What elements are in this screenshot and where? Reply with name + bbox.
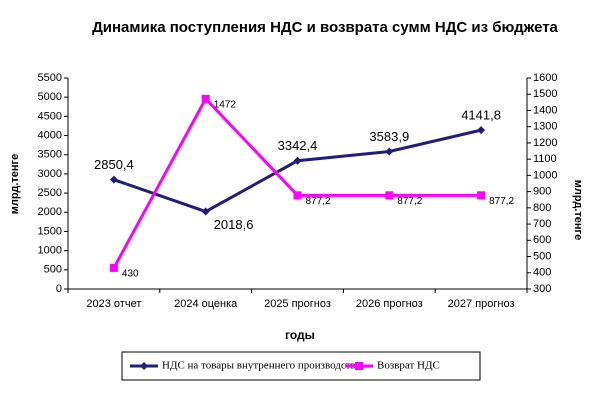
y-tick-label: 3500 bbox=[38, 149, 62, 161]
y2-tick-label: 900 bbox=[533, 186, 551, 198]
y2-tick-label: 1000 bbox=[533, 169, 557, 181]
y2-tick-label: 1100 bbox=[533, 153, 557, 165]
marker bbox=[201, 207, 210, 216]
y2-axis-title: млрд.тенге bbox=[572, 180, 584, 240]
legend-box bbox=[121, 351, 481, 381]
y2-tick-label: 1500 bbox=[533, 88, 557, 100]
data-label: 1472 bbox=[214, 99, 237, 110]
x-tick-label: 2027 прогноз bbox=[448, 298, 515, 310]
x-tick-label: 2026 прогноз bbox=[356, 298, 423, 310]
y-tick-label: 2500 bbox=[38, 187, 62, 199]
marker bbox=[385, 191, 394, 200]
data-label: 2850,4 bbox=[94, 157, 134, 172]
data-label: 877,2 bbox=[306, 196, 331, 207]
marker bbox=[477, 126, 486, 135]
marker bbox=[201, 94, 210, 103]
y-tick-label: 5500 bbox=[38, 72, 62, 84]
chart-title: Динамика поступления НДС и возврата сумм… bbox=[92, 19, 558, 36]
marker bbox=[109, 263, 118, 272]
y2-tick-label: 1600 bbox=[533, 72, 557, 84]
y-tick-label: 3000 bbox=[38, 168, 62, 180]
legend-label: НДС на товары внутреннего производства bbox=[162, 360, 361, 372]
marker bbox=[293, 156, 302, 165]
y2-tick-label: 1200 bbox=[533, 137, 557, 149]
y2-tick-label: 1300 bbox=[533, 121, 557, 133]
y2-tick-label: 500 bbox=[533, 250, 551, 262]
series-line bbox=[112, 96, 482, 269]
y-tick-label: 0 bbox=[56, 283, 62, 295]
marker bbox=[355, 362, 363, 370]
x-tick-label: 2025 прогноз bbox=[264, 298, 331, 310]
y2-tick-label: 1400 bbox=[533, 104, 557, 116]
data-label: 877,2 bbox=[397, 196, 422, 207]
data-label: 3342,4 bbox=[278, 138, 318, 153]
y-tick-label: 5000 bbox=[38, 91, 62, 103]
y-tick-label: 500 bbox=[44, 264, 62, 276]
y2-tick-label: 600 bbox=[533, 234, 551, 246]
y-tick-label: 1000 bbox=[38, 245, 62, 257]
x-tick-label: 2024 оценка bbox=[174, 298, 238, 310]
y-axis-title: млрд.тенге bbox=[9, 154, 21, 214]
data-label: 3583,9 bbox=[369, 129, 409, 144]
data-label: 877,2 bbox=[489, 196, 514, 207]
data-label: 2018,6 bbox=[214, 217, 254, 232]
y-tick-label: 2000 bbox=[38, 206, 62, 218]
marker bbox=[477, 191, 486, 200]
marker bbox=[140, 362, 148, 370]
y2-tick-label: 400 bbox=[533, 267, 551, 279]
y2-tick-label: 700 bbox=[533, 218, 551, 230]
y2-tick-label: 800 bbox=[533, 202, 551, 214]
y-tick-label: 4500 bbox=[38, 110, 62, 122]
legend-label: Возврат НДС bbox=[377, 360, 440, 372]
y-tick-label: 4000 bbox=[38, 129, 62, 141]
y-tick-label: 1500 bbox=[38, 225, 62, 237]
y2-tick-label: 300 bbox=[533, 283, 551, 295]
marker bbox=[385, 147, 394, 156]
x-tick-label: 2023 отчет bbox=[86, 298, 141, 310]
marker bbox=[293, 191, 302, 200]
data-label: 430 bbox=[122, 269, 139, 280]
data-label: 4141,8 bbox=[461, 108, 501, 123]
marker bbox=[109, 175, 118, 184]
x-axis-title: годы bbox=[285, 328, 315, 342]
